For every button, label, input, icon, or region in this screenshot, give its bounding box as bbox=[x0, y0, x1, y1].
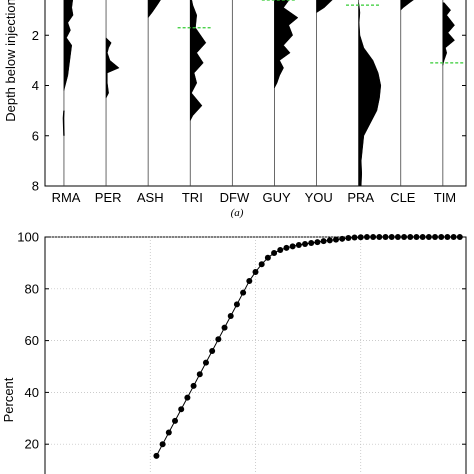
x-tick-label: DFW bbox=[220, 190, 250, 205]
data-point bbox=[339, 235, 346, 242]
data-point bbox=[159, 441, 166, 448]
profile-area-per bbox=[105, 37, 120, 99]
data-point bbox=[314, 239, 321, 246]
x-tick-label: TIM bbox=[434, 190, 456, 205]
data-point bbox=[456, 234, 463, 240]
panel-label: (a) bbox=[231, 207, 244, 219]
x-tick-label: PRA bbox=[347, 190, 374, 205]
y-tick-label: 100 bbox=[17, 230, 39, 245]
x-tick-label: RMA bbox=[52, 190, 81, 205]
data-point bbox=[320, 238, 327, 245]
data-point bbox=[277, 246, 284, 253]
data-point bbox=[425, 234, 432, 240]
data-point bbox=[252, 268, 259, 275]
series-line bbox=[155, 236, 460, 457]
data-point bbox=[302, 240, 309, 247]
data-point bbox=[382, 234, 389, 240]
x-tick-label: ASH bbox=[137, 190, 164, 205]
data-point bbox=[363, 234, 370, 240]
data-point bbox=[190, 382, 197, 389]
data-point bbox=[264, 254, 271, 261]
data-point bbox=[295, 242, 302, 249]
data-point bbox=[221, 324, 228, 331]
data-point bbox=[202, 359, 209, 366]
data-point bbox=[283, 244, 290, 251]
profile-tail-rma bbox=[62, 110, 65, 136]
x-tick-label: TRI bbox=[182, 190, 203, 205]
data-point bbox=[215, 336, 222, 343]
profile-area-cle bbox=[400, 0, 414, 11]
data-point bbox=[196, 371, 203, 378]
y-tick-label: 40 bbox=[25, 385, 39, 400]
y-axis-title: Depth below injection bbox=[3, 0, 18, 122]
data-point bbox=[246, 278, 253, 285]
profile-area-ash bbox=[147, 0, 161, 19]
y-tick-label: 20 bbox=[25, 437, 39, 452]
data-point bbox=[184, 394, 191, 401]
data-point bbox=[413, 234, 420, 240]
data-point bbox=[227, 312, 234, 319]
data-point bbox=[407, 234, 414, 240]
y-tick-label: 8 bbox=[32, 179, 39, 194]
profile-area-you bbox=[316, 0, 333, 14]
data-point bbox=[370, 234, 377, 240]
x-tick-label: PER bbox=[95, 190, 122, 205]
data-point bbox=[394, 234, 401, 240]
data-point bbox=[438, 234, 445, 240]
data-point bbox=[450, 234, 457, 240]
data-point bbox=[308, 239, 315, 246]
data-point bbox=[357, 234, 364, 241]
data-point bbox=[332, 236, 339, 243]
profile-area-pra bbox=[358, 2, 382, 187]
y-tick-label: 60 bbox=[25, 333, 39, 348]
profile-area-tim bbox=[442, 2, 455, 66]
profile-area-rma bbox=[63, 0, 74, 91]
y-tick-label: 80 bbox=[25, 281, 39, 296]
panel-b-percent-chart: 20 40 60 80 100 Percent bbox=[1, 230, 467, 474]
data-point bbox=[388, 234, 395, 240]
data-point bbox=[351, 234, 358, 241]
x-tick-label: YOU bbox=[305, 190, 333, 205]
data-point bbox=[444, 234, 451, 240]
data-point bbox=[271, 250, 278, 257]
data-point bbox=[376, 234, 383, 240]
data-point bbox=[240, 289, 247, 296]
data-point bbox=[209, 347, 216, 354]
data-point bbox=[345, 235, 352, 242]
y-tick-label: 4 bbox=[32, 78, 39, 93]
profile-area-guy bbox=[274, 0, 299, 89]
data-point bbox=[419, 234, 426, 240]
data-point bbox=[233, 301, 240, 308]
x-tick-label: GUY bbox=[262, 190, 291, 205]
data-point bbox=[401, 234, 408, 240]
x-tick-label: CLE bbox=[390, 190, 416, 205]
y-tick-label: 2 bbox=[32, 28, 39, 43]
data-point bbox=[289, 243, 296, 250]
data-point bbox=[326, 237, 333, 244]
y-axis-title: Percent bbox=[1, 377, 16, 422]
data-point bbox=[432, 234, 439, 240]
data-point bbox=[172, 417, 179, 424]
panel-a-depth-profiles: RMA PER ASH TRI DFW GUY YOU PRA CLE TIM 2 4 6 8 Depth … bbox=[3, 0, 467, 219]
profile-area-tri bbox=[189, 0, 207, 121]
data-point bbox=[258, 261, 265, 268]
data-point bbox=[178, 406, 185, 413]
y-tick-label: 6 bbox=[32, 128, 39, 143]
data-point bbox=[165, 429, 172, 436]
data-point bbox=[153, 452, 160, 459]
